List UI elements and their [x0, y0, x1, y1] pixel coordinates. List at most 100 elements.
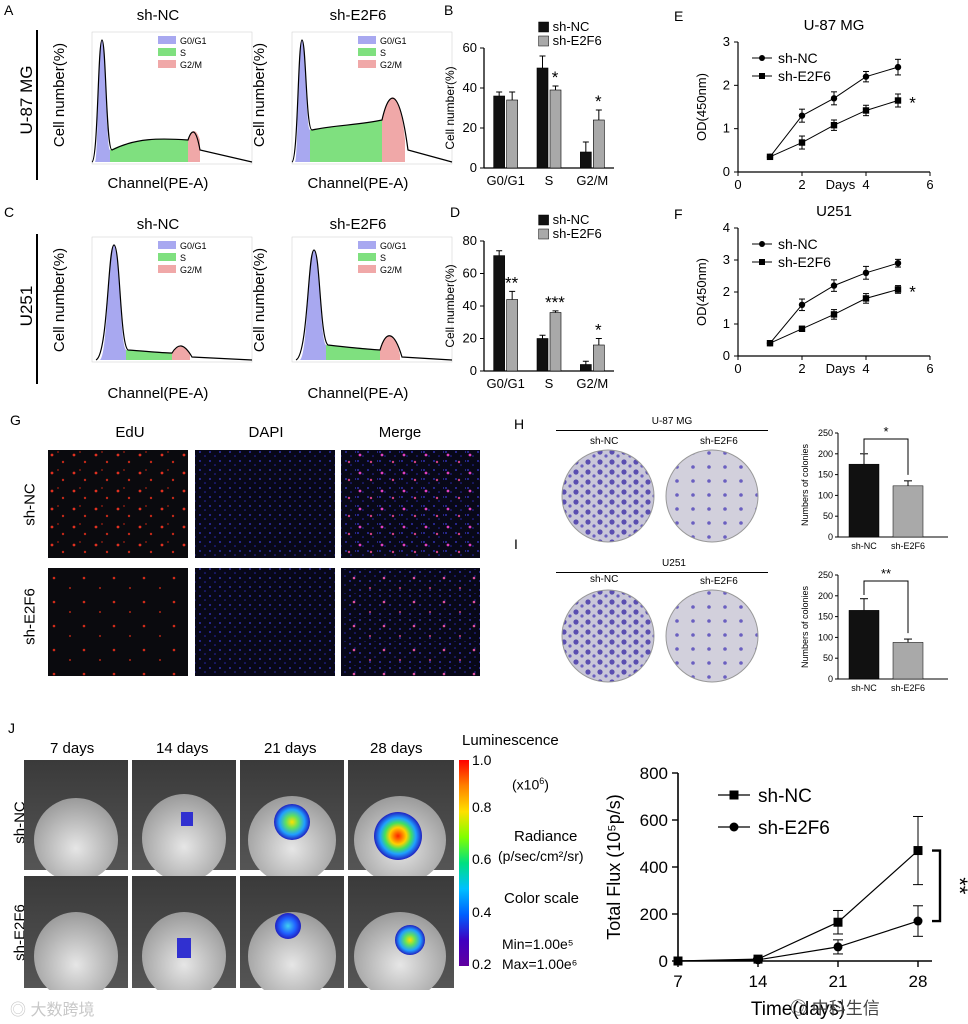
lum-tick-10: 1.0: [472, 752, 492, 768]
x-tick-label: 2: [798, 361, 805, 376]
y-tick-label: 250: [818, 570, 833, 580]
bar-sh-NC: [536, 338, 549, 372]
bar-sh-NC: [493, 255, 505, 372]
legend-swatch: [538, 214, 549, 226]
edu-image-she2f6: [48, 568, 188, 676]
y-tick-label: 40: [463, 80, 477, 95]
legend-label: sh-E2F6: [778, 68, 831, 84]
watermark-left-text: 大数跨境: [30, 1002, 95, 1019]
edu-image-shnc: [48, 450, 188, 558]
flow-frame-a2: [291, 31, 453, 165]
g0g1-peak-c2: [300, 250, 326, 360]
lum-tick-08: 0.8: [472, 799, 492, 815]
histogram-line-c2: [295, 249, 453, 361]
x-tick-label: sh-E2F6: [891, 541, 925, 551]
histogram-line-a1: [91, 39, 253, 163]
series-line-sh-NC: [769, 262, 899, 344]
dapi-image-shnc: [195, 450, 335, 558]
g0g1-peak-c1: [100, 245, 126, 360]
y-tick-label: 2: [723, 77, 730, 92]
s-region-a2: [310, 120, 382, 162]
legend-text-g2m-c2: G2/M: [380, 265, 402, 275]
y-tick-label: 0: [828, 532, 833, 542]
lum-color-bar: [459, 760, 469, 966]
signal-shnc-28d: [374, 812, 422, 860]
mouse-images: [24, 760, 454, 990]
row-label-u87: U-87 MG: [17, 65, 36, 135]
legend-swatch: [538, 228, 549, 240]
data-point: [913, 916, 923, 926]
edu-col-dapi: DAPI: [248, 424, 284, 441]
edu-col-merge: Merge: [378, 424, 422, 441]
mouse-body-shnc-14d: [142, 794, 226, 882]
significance-mark: **: [505, 273, 519, 292]
x-tick-label: 4: [862, 177, 869, 192]
dish-shnc-i: [561, 589, 655, 683]
y-tick-label: 60: [463, 40, 477, 55]
y-tick-label: 0: [470, 160, 477, 175]
legend-text-g2m-c1: G2/M: [180, 265, 202, 275]
flow-histograms: sh-NC Cell number(%) Channel(PE-A) G0/G1…: [51, 7, 453, 402]
data-point: [766, 340, 774, 347]
bar-sh-E2F6: [593, 344, 605, 372]
row-divider-u87: [36, 30, 38, 180]
x-tick-label: G2/M: [576, 376, 608, 391]
dish-she2f6-h: [665, 449, 759, 543]
legend-text-s-c2: S: [380, 253, 386, 263]
g0g1-peak-a2: [295, 40, 310, 162]
colony-dishes-i: [561, 589, 759, 683]
bar-sh-NC: [580, 151, 592, 169]
y-tick-label: 1: [723, 121, 730, 136]
y-tick-label: 3: [723, 252, 730, 267]
significance-mark: *: [883, 424, 888, 439]
data-point: [798, 325, 806, 332]
legend-swatch-g2m-a2: [358, 60, 376, 68]
panel-label-a: A: [4, 2, 14, 18]
panel-label-f: F: [674, 206, 683, 222]
y-tick-label: 200: [640, 905, 668, 924]
watermark-left-icon: ◎: [10, 1002, 31, 1019]
data-point: [798, 112, 806, 119]
chart-f: 0 1 2 3 4 0 2 4 6 Days OD(450nm) U251 sh-NC sh-E2F6 *: [694, 203, 934, 376]
significance-bracket: [863, 580, 909, 634]
y-axis-label: OD(450nm): [694, 73, 709, 141]
flow-xlabel-c2: Channel(PE-A): [308, 385, 409, 402]
y-tick-label: 20: [463, 331, 477, 346]
bar-sh-E2F6: [892, 642, 924, 680]
day-label-21: 21 days: [264, 740, 317, 757]
histogram-line-a2: [291, 39, 453, 163]
chart-title: U-87 MG: [804, 17, 865, 34]
legend-text-g0g1-a1: G0/G1: [180, 36, 207, 46]
colony-title-i: U251: [662, 558, 686, 569]
significance-mark: *: [909, 282, 916, 301]
panel-label-h: H: [514, 416, 525, 432]
legend-text-s-c1: S: [180, 253, 186, 263]
x-tick-label: 6: [926, 361, 933, 376]
legend-marker: [759, 259, 765, 265]
significance-mark: **: [947, 877, 968, 895]
legend-label: sh-NC: [778, 236, 818, 252]
data-point: [798, 301, 806, 308]
legend-label: sh-NC: [553, 19, 590, 34]
mouse-body-she2f6-7d: [34, 912, 118, 990]
watermark-right: ◎ 中科生信: [790, 994, 880, 1019]
legend-label: sh-NC: [553, 212, 590, 227]
day-label-28: 28 days: [370, 740, 423, 757]
flow-title-c2: sh-E2F6: [330, 216, 387, 233]
bar-sh-E2F6: [892, 485, 924, 538]
edu-row-shnc: sh-NC: [21, 483, 39, 526]
y-tick-label: 50: [823, 511, 833, 521]
lum-tick-02: 0.2: [472, 956, 492, 972]
y-tick-label: 3: [723, 34, 730, 49]
flow-ylabel-a2: Cell number(%): [251, 43, 268, 147]
flow-frame-a1: [91, 31, 253, 165]
y-tick-label: 150: [818, 612, 833, 622]
x-axis-label: Time(days): [751, 999, 845, 1020]
y-tick-label: 800: [640, 764, 668, 783]
y-tick-label: 0: [723, 164, 730, 179]
data-point: [753, 955, 763, 965]
day-label-7: 7 days: [50, 740, 95, 757]
data-point: [798, 139, 806, 146]
y-tick-label: 0: [828, 674, 833, 684]
panel-label-e: E: [674, 8, 684, 24]
